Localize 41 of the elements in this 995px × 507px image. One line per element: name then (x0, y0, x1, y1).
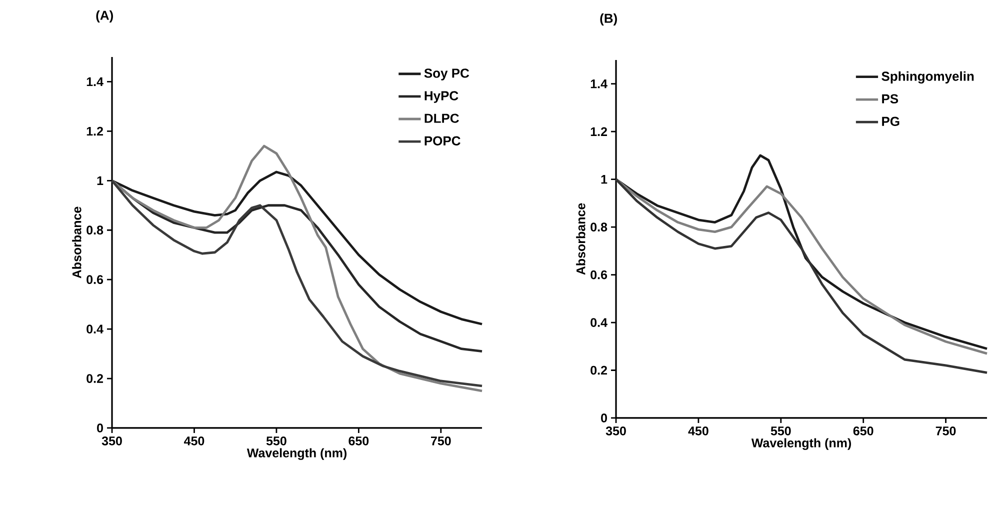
y-tick-label: 0.6 (590, 270, 608, 280)
y-tick-label: 0.2 (86, 374, 103, 383)
y-tick-label: 1 (97, 176, 104, 185)
y-tick-label: 0.8 (86, 226, 104, 235)
y-tick-label: 0 (97, 424, 103, 432)
line-series (110, 179, 484, 388)
legend-label: DLPC (424, 114, 459, 123)
y-tick-label: 0.2 (590, 366, 607, 375)
y-tick-label: 1.4 (590, 80, 608, 88)
y-tick-label: 1.2 (590, 127, 607, 136)
y-tick-label: 0.6 (86, 275, 104, 284)
x-tick-label: 450 (688, 426, 708, 436)
x-tick-label: 650 (853, 426, 874, 436)
y-tick-label: 0.8 (590, 222, 608, 232)
y-tick-label: 0.4 (86, 324, 104, 334)
y-tick-label: 0.4 (590, 318, 608, 327)
chart-title: (A) (96, 10, 113, 22)
x-tick-label: 650 (348, 436, 369, 446)
legend-label: HyPC (424, 91, 458, 103)
legend-label: POPC (424, 136, 460, 146)
y-tick-label: 0 (601, 414, 607, 422)
x-axis-title: Wavelength (nm) (246, 448, 346, 460)
y-tick-label: 1.2 (86, 126, 103, 136)
x-tick-label: 750 (431, 436, 451, 446)
y-tick-label: 1 (601, 175, 608, 184)
legend-label: Sphingomyelin (882, 71, 974, 84)
x-tick-label: 750 (936, 426, 956, 436)
legend-label: Soy PC (424, 68, 470, 80)
legend-label: PG (882, 116, 900, 126)
chart-title: (B) (600, 13, 617, 26)
y-tick-label: 1.4 (86, 77, 104, 86)
x-tick-label: 550 (770, 426, 791, 436)
y-axis-title: Absorbance (72, 206, 82, 278)
x-tick-label: 550 (266, 436, 286, 446)
x-tick-label: 450 (184, 436, 204, 446)
y-axis-title: Absorbance (576, 203, 586, 275)
x-tick-label: 350 (606, 426, 626, 436)
legend-label: PS (882, 94, 898, 104)
x-axis-title: Wavelength (nm) (751, 438, 851, 450)
line-series (110, 144, 484, 392)
x-tick-label: 350 (102, 436, 122, 446)
